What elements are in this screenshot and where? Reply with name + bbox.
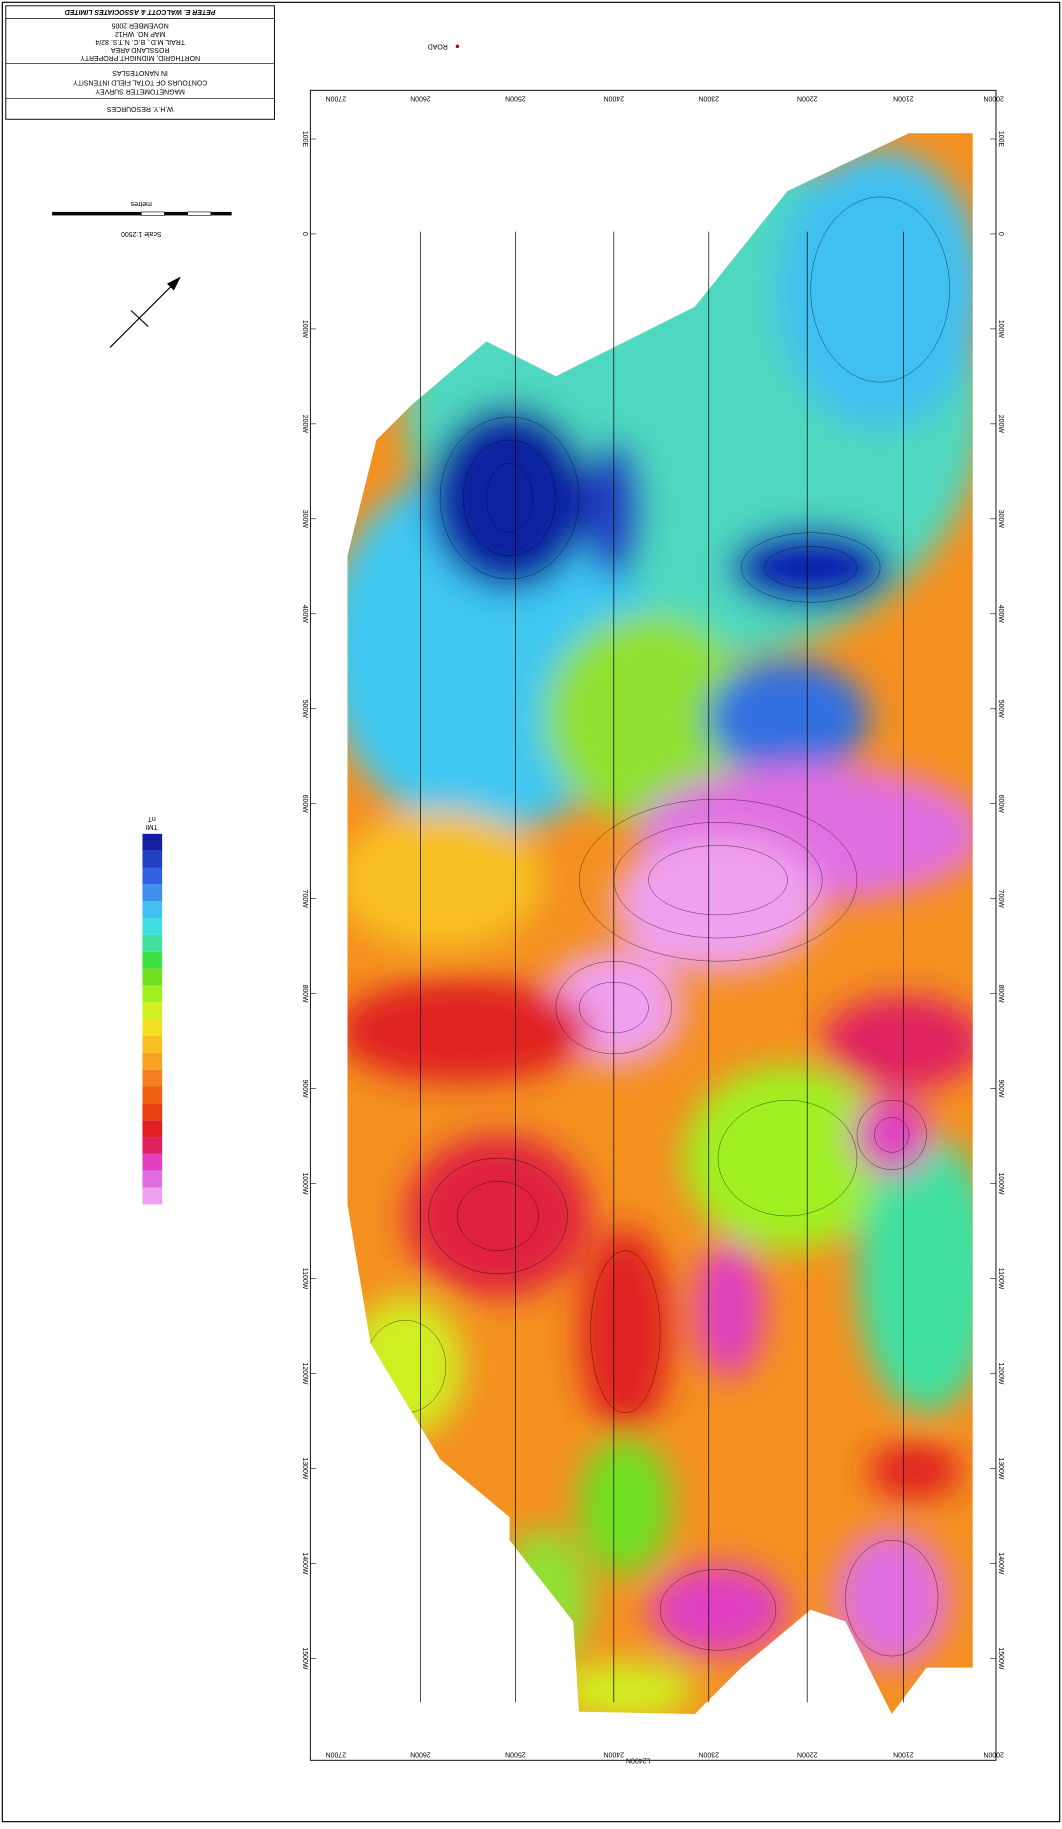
map-detail: NORTHGRID, MIDNIGHT PROPERTY [80,54,200,61]
station-label: 900W [997,1080,1004,1099]
legend-swatch [142,1188,162,1205]
station-label: 1100W [301,1268,308,1290]
station-label: 500W [301,700,308,719]
station-label: 1100W [997,1268,1004,1290]
legend-swatch [142,851,162,868]
map-detail: NOVEMBER 2005 [111,22,168,29]
station-label: 0 [997,232,1004,236]
client-name: W.H.Y. RESOURCES [106,105,173,112]
legend-swatch [142,1154,162,1171]
station-label: 1000W [997,1173,1004,1195]
colour-field [324,116,996,1737]
northing-label: 2500N [505,1751,525,1758]
map-detail: ROSSLAND AREA [110,46,169,53]
station-label: 100E [997,131,1004,148]
legend-swatch [142,1053,162,1070]
legend-swatch [142,935,162,952]
legend-swatch [142,884,162,901]
station-label: 0 [301,232,308,236]
legend-swatch [142,1103,162,1120]
station-label: 100E [301,131,308,148]
northing-label: 2700N [326,95,346,102]
station-label: 200W [301,415,308,434]
legend-swatch [142,1019,162,1036]
survey-title: MAGNETOMETER SURVEY [95,88,185,95]
station-label: 400W [301,605,308,624]
legend-title: TMI [146,823,158,830]
scale-label: Scale 1:2500 [121,230,162,237]
northing-label: 2000N [983,95,1003,102]
legend-swatch [142,918,162,935]
north-arrow [110,278,179,347]
station-label: 1400W [301,1552,308,1574]
legend-swatch [142,901,162,918]
northing-label: 2300N [699,1751,719,1758]
map-page: PETER E. WALCOTT & ASSOCIATES LIMITED NOR… [0,0,1062,1824]
station-label: 100W [997,320,1004,339]
legend-swatch [142,985,162,1002]
road-marker [456,45,459,48]
northing-label: 2000N [983,1751,1003,1758]
legend-swatch [142,1137,162,1154]
northing-label: 2100N [893,95,913,102]
northing-label: 2200N [797,95,817,102]
northing-label: 2300N [699,95,719,102]
northing-label: 2100N [893,1751,913,1758]
station-label: 1300W [997,1457,1004,1479]
northing-label: 2400N [604,1751,624,1758]
station-label: 600W [301,795,308,814]
station-label: 1200W [997,1363,1004,1385]
legend-swatch [142,868,162,885]
station-label: 700W [301,890,308,909]
survey-title: CONTOURS OF TOTAL FIELD INTENSITY [73,78,208,85]
scale-unit: metres [130,200,152,207]
legend-swatch [142,952,162,969]
legend-swatch [142,1087,162,1104]
station-label: 1200W [301,1363,308,1385]
station-label: 300W [301,510,308,529]
station-label: 700W [997,890,1004,909]
station-label: 100W [301,320,308,339]
station-label: 1000W [301,1173,308,1195]
legend-swatch [142,1171,162,1188]
station-label: 600W [997,795,1004,814]
company-name: PETER E. WALCOTT & ASSOCIATES LIMITED [65,8,216,15]
station-label: 300W [997,510,1004,529]
station-label: 400W [997,605,1004,624]
station-label: 900W [301,1080,308,1099]
station-label: 200W [997,415,1004,434]
magnetic-map [324,116,996,1737]
station-label: 1300W [301,1457,308,1479]
legend-swatch [142,1002,162,1019]
legend-swatch [142,969,162,986]
northing-label: 2700N [326,1751,346,1758]
scale-bar [52,212,232,215]
station-label: 1500W [997,1647,1004,1669]
line-label: L2400N [626,1756,650,1763]
map-detail: MAP NO. WH12 [115,30,166,37]
road-label: ROAD [428,42,448,49]
northing-label: 2500N [505,95,525,102]
station-label: 800W [997,985,1004,1004]
legend-unit: nT [147,815,156,822]
station-label: 500W [997,700,1004,719]
station-label: 1400W [997,1552,1004,1574]
legend [142,834,162,1205]
survey-title: IN NANOTESLAS [112,69,168,76]
northing-label: 2600N [410,1751,430,1758]
legend-swatch [142,1120,162,1137]
map-detail: TRAIL M.D., B.C. N.T.S. 82/4 [95,38,185,45]
legend-swatch [142,834,162,851]
station-label: 1500W [301,1647,308,1669]
station-label: 800W [301,985,308,1004]
legend-swatch [142,1070,162,1087]
northing-label: 2200N [797,1751,817,1758]
northing-label: 2600N [410,95,430,102]
northing-label: 2400N [604,95,624,102]
legend-swatch [142,1036,162,1053]
